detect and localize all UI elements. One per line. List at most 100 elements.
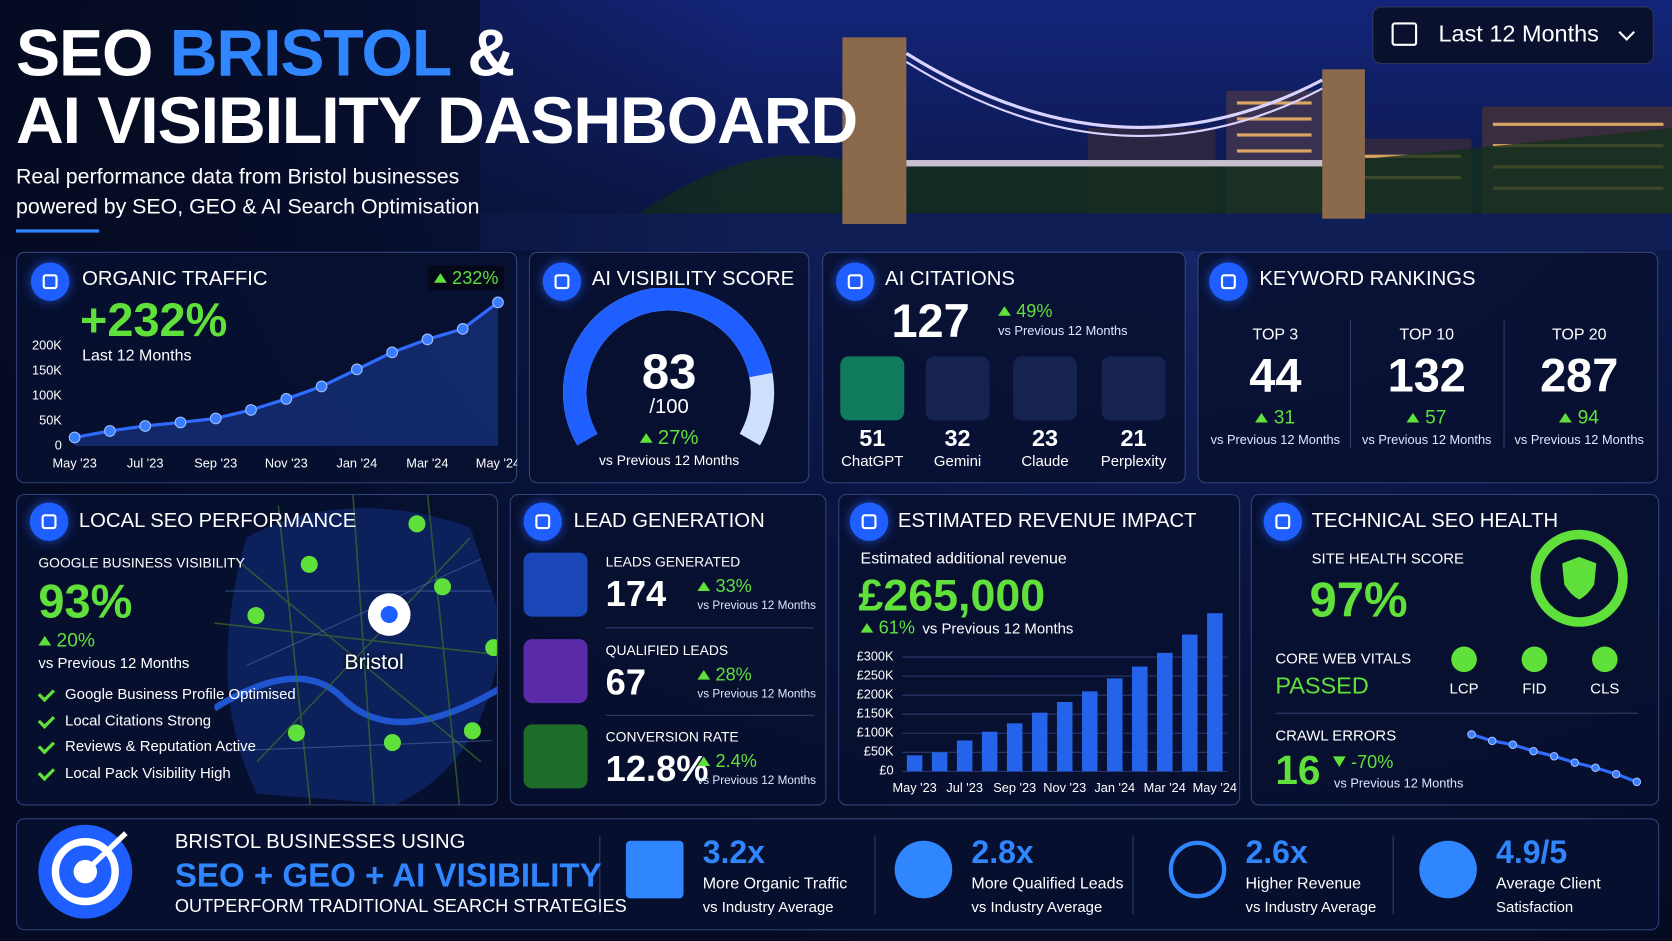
bar: [1056, 702, 1073, 772]
rank-label: TOP 10: [1399, 325, 1455, 344]
title-text: SEO: [15, 17, 153, 91]
keyword-rankings-card: [1197, 251, 1659, 484]
lead-value: 67: [605, 662, 647, 704]
decoration: [214, 495, 497, 805]
rank-value: 132: [1387, 349, 1466, 403]
gauge-max: /100: [649, 395, 689, 419]
label: CORE WEB VITALS: [1275, 649, 1412, 667]
decoration: [1530, 529, 1628, 627]
card-title: ORGANIC TRAFFIC: [82, 267, 268, 291]
bar: [1006, 723, 1023, 772]
stat-caption: vs Industry Average: [1245, 898, 1377, 916]
vital-label: CLS: [1590, 679, 1620, 697]
rank-change-wrap: 57: [1352, 408, 1501, 427]
card-title: ESTIMATED REVENUE IMPACT: [897, 509, 1197, 533]
caption: vs Previous 12 Months: [1333, 775, 1464, 791]
bar: [1031, 712, 1048, 772]
point: [174, 416, 187, 429]
y-tick-label: 150K: [32, 362, 62, 377]
x-tick-label: May '24: [476, 455, 517, 470]
card-title: AI VISIBILITY SCORE: [591, 267, 795, 291]
area: [74, 302, 498, 446]
point: [245, 404, 257, 416]
rank-change: 94: [1559, 406, 1599, 427]
stat-value: 2.8x: [971, 835, 1034, 871]
divider: [605, 627, 814, 629]
x-tick-label: May '23: [52, 455, 96, 470]
conversion-icon: [523, 724, 588, 789]
crawl-change: -70%: [1333, 753, 1393, 771]
point: [1632, 777, 1642, 787]
title-line-2: AI VISIBILITY DASHBOARD: [15, 84, 858, 158]
bar: [1157, 652, 1173, 772]
y-tick-label: £150K: [857, 706, 894, 721]
divider: [599, 835, 601, 915]
site-health: 97%: [1309, 571, 1408, 628]
label: CRAWL ERRORS: [1275, 726, 1397, 744]
chevron: [1618, 24, 1635, 41]
lead-value: 174: [605, 573, 667, 615]
crawl-errors: 16: [1275, 748, 1321, 794]
point: [139, 420, 152, 432]
title-text: &: [467, 17, 515, 91]
decoration: [380, 605, 398, 624]
change: 20%: [38, 631, 95, 650]
qualified-icon: [523, 639, 588, 704]
headline: +232%: [79, 294, 228, 347]
period-label: Last 12 Months: [1438, 20, 1599, 47]
point: [456, 323, 469, 335]
period-dropdown[interactable]: Last 12 Months: [1372, 6, 1654, 65]
change: 61%: [861, 619, 915, 637]
citation-source: Gemini: [933, 452, 982, 470]
x-tick-label: May '24: [1193, 780, 1237, 795]
caption: vs Previous 12 Months: [38, 654, 190, 672]
health-ring: [1530, 529, 1628, 627]
stat-icon: [1168, 840, 1227, 899]
card-title: TECHNICAL SEO HEALTH: [1311, 509, 1559, 533]
claude-icon: [1013, 356, 1077, 421]
caption: vs Previous 12 Months: [1362, 432, 1492, 448]
citation-count: 32: [944, 424, 971, 452]
point: [1591, 763, 1600, 773]
x-tick-label: Jan '24: [336, 455, 377, 470]
label: SITE HEALTH SCORE: [1311, 549, 1464, 567]
caption: Estimated additional revenue: [860, 549, 1067, 568]
subtitle: powered by SEO, GEO & AI Search Optimisa…: [15, 195, 480, 219]
point: [68, 431, 81, 444]
rank-value: 44: [1249, 349, 1302, 403]
point: [1529, 746, 1538, 756]
stat-caption: vs Industry Average: [702, 898, 834, 916]
footer-banner: [15, 818, 1660, 931]
card-title: AI CITATIONS: [885, 267, 1015, 291]
badge: 232%: [427, 265, 505, 291]
caption: Last 12 Months: [82, 346, 192, 365]
y-tick-label: £0: [879, 763, 893, 778]
x-tick-label: Jul '23: [946, 780, 983, 795]
decoration: [51, 838, 119, 906]
decoration: 27%: [529, 428, 809, 448]
metric-label: GOOGLE BUSINESS VISIBILITY: [38, 554, 245, 571]
divider: [1503, 320, 1505, 449]
rank-value: 287: [1540, 349, 1619, 403]
bar: [906, 755, 923, 772]
point: [492, 296, 504, 309]
decoration: [1562, 556, 1597, 600]
caption: vs Previous 12 Months: [922, 619, 1074, 637]
technical-seo-card: [1250, 493, 1660, 806]
gauge-fill: [563, 288, 773, 446]
amount: £265,000: [858, 569, 1046, 620]
card-icon: [1209, 262, 1248, 301]
crawl-sparkline: [1467, 730, 1642, 787]
map: [214, 495, 497, 805]
citation-source: Perplexity: [1100, 452, 1167, 470]
divider: [874, 835, 876, 915]
target-icon: [38, 824, 133, 919]
caption: vs Previous 12 Months: [697, 774, 817, 788]
stat-label: Higher Revenue: [1245, 874, 1362, 893]
y-tick-label: £300K: [857, 648, 894, 663]
card-icon: [849, 502, 889, 541]
caption: vs Previous 12 Months: [998, 323, 1128, 339]
vital-label: LCP: [1449, 679, 1479, 697]
